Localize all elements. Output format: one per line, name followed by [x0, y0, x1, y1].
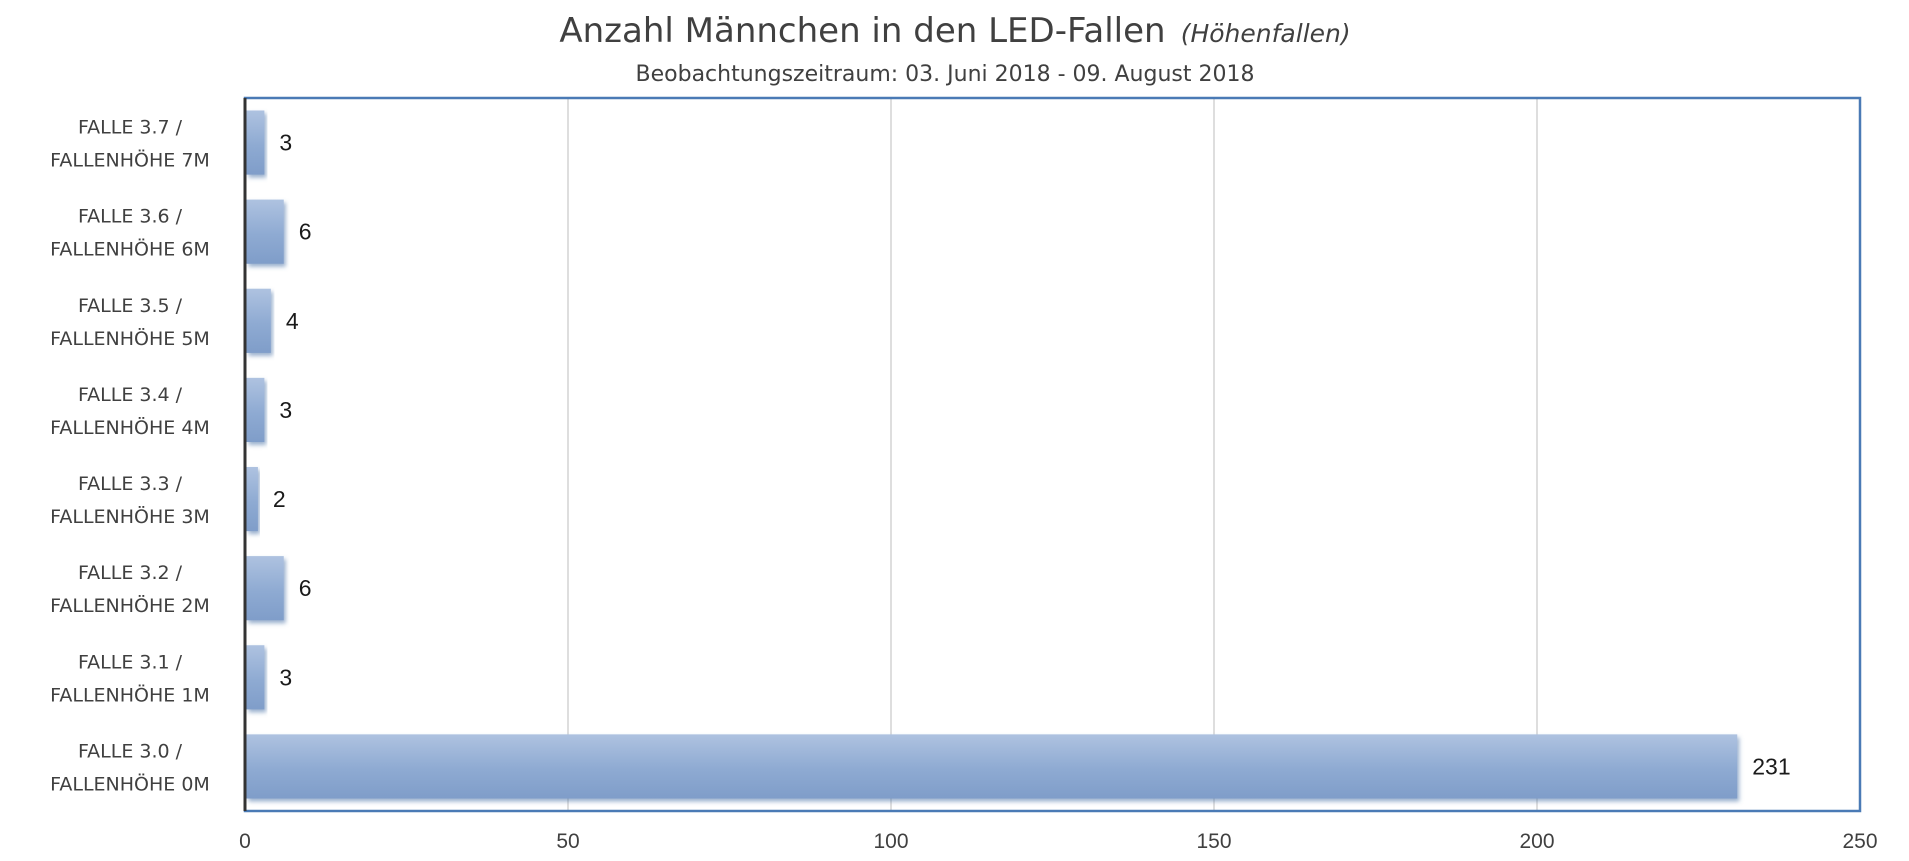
category-label: FALLE 3.2 /FALLENHÖHE 2M — [50, 562, 210, 617]
category-label: FALLE 3.6 /FALLENHÖHE 6M — [50, 206, 210, 261]
category-labels: FALLE 3.7 /FALLENHÖHE 7M FALLE 3.6 /FALLE… — [50, 117, 210, 796]
category-label: FALLE 3.3 /FALLENHÖHE 3M — [50, 473, 210, 528]
bar-value-label: 3 — [279, 397, 292, 423]
bar-value-label: 2 — [273, 486, 286, 512]
bar — [246, 377, 265, 443]
category-label: FALLE 3.1 /FALLENHÖHE 1M — [50, 651, 210, 706]
chart-title: Anzahl Männchen in den LED-Fallen (Höhen… — [559, 11, 1350, 51]
category-label: FALLE 3.4 /FALLENHÖHE 4M — [50, 384, 210, 439]
bars — [246, 110, 1738, 799]
category-label: FALLE 3.5 /FALLENHÖHE 5M — [50, 295, 210, 350]
bar — [246, 734, 1738, 799]
bar-value-label: 231 — [1752, 753, 1790, 779]
bar — [246, 199, 284, 264]
bar-value-label: 4 — [286, 308, 299, 334]
bar-value-label: 6 — [299, 575, 312, 601]
bar-value-label: 3 — [279, 130, 292, 156]
bar-value-label: 3 — [279, 664, 292, 690]
plot-area-border — [243, 96, 1862, 813]
gridlines — [567, 98, 1538, 811]
x-tick-label: 250 — [1842, 830, 1877, 853]
chart-subtitle: Beobachtungszeitraum: 03. Juni 2018 - 09… — [636, 62, 1255, 87]
bar — [246, 556, 284, 621]
x-tick-label: 100 — [873, 830, 908, 853]
bar-value-label: 6 — [299, 219, 312, 245]
category-label: FALLE 3.7 /FALLENHÖHE 7M — [50, 117, 210, 172]
bar — [246, 110, 265, 175]
x-tick-label: 0 — [239, 830, 251, 853]
bar — [246, 466, 258, 532]
x-tick-label: 50 — [556, 830, 579, 853]
value-labels: 3 6 4 3 2 6 3 231 — [273, 130, 1791, 780]
bar — [246, 288, 271, 353]
bar — [246, 645, 265, 710]
x-tick-label: 150 — [1196, 830, 1231, 853]
x-axis-ticks: 0 50 100 150 200 250 — [239, 830, 1877, 853]
category-label: FALLE 3.0 /FALLENHÖHE 0M — [50, 740, 210, 795]
x-tick-label: 200 — [1519, 830, 1554, 853]
